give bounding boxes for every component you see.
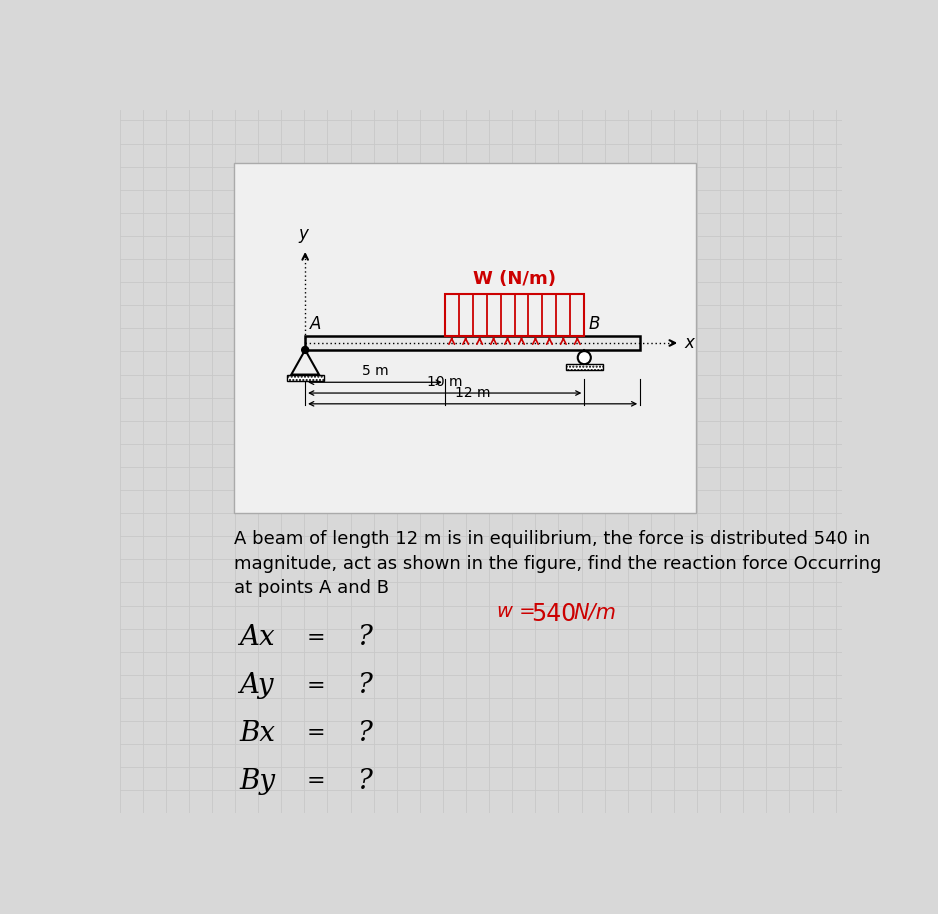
Text: Ax: Ax (239, 624, 275, 652)
Bar (305, 336, 640, 350)
Text: 540: 540 (532, 602, 577, 626)
Text: 12 m: 12 m (455, 386, 491, 400)
Text: A beam of length 12 m is in equilibrium, the force is distributed 540 in: A beam of length 12 m is in equilibrium,… (234, 530, 870, 548)
Text: B: B (589, 315, 600, 333)
Text: y: y (298, 225, 309, 243)
Text: N/m: N/m (574, 602, 617, 622)
Text: Bx: Bx (239, 720, 275, 747)
Text: ?: ? (358, 624, 373, 652)
Text: 5 m: 5 m (362, 365, 388, 378)
Text: 10 m: 10 m (427, 375, 462, 389)
Text: =: = (307, 675, 325, 696)
Text: w =: w = (497, 602, 536, 622)
Text: =: = (307, 628, 325, 648)
Bar (445, 293, 584, 336)
Bar (234, 163, 696, 513)
Text: =: = (307, 723, 325, 743)
Text: Ay: Ay (239, 672, 274, 699)
Text: magnitude, act as shown in the figure, find the reaction force Occurring: magnitude, act as shown in the figure, f… (234, 555, 881, 573)
Circle shape (302, 346, 309, 354)
Text: at points A and B: at points A and B (234, 579, 388, 598)
Circle shape (578, 351, 591, 364)
Text: ?: ? (358, 720, 373, 747)
Bar (566, 364, 603, 370)
Text: By: By (239, 768, 275, 794)
Text: W (N/m): W (N/m) (473, 270, 556, 288)
Text: x: x (685, 334, 695, 352)
Text: ?: ? (358, 768, 373, 794)
Text: A: A (310, 315, 321, 333)
Text: ?: ? (358, 672, 373, 699)
Text: =: = (307, 771, 325, 792)
Bar (287, 375, 324, 381)
